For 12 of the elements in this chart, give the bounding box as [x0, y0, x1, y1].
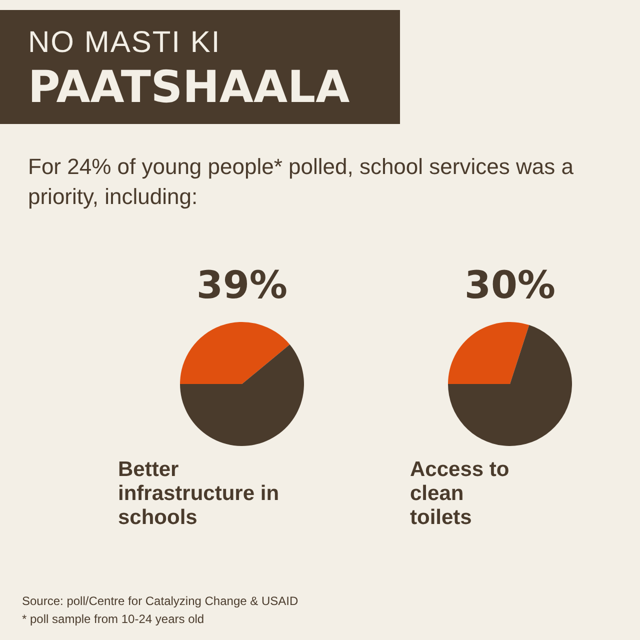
data-label: 30% — [464, 263, 556, 307]
text: * poll sample from 10-24 years old — [22, 611, 206, 628]
pie-slice — [448, 322, 530, 384]
text: For 24% of young people* polled, school services was a priority, including: — [28, 153, 574, 211]
pie-slice — [448, 325, 572, 446]
source-note: Source: poll/Centre for Catalyzing Change & USAID — [22, 593, 298, 610]
pie-slice — [180, 322, 290, 384]
text: Better infrastructure in schools — [118, 458, 280, 530]
pie-slice — [180, 344, 304, 446]
text: NO MASTI KI PAATSHAALA — [28, 25, 351, 114]
data-label: 39% — [196, 263, 288, 307]
text: Access to clean toilets — [410, 458, 510, 530]
